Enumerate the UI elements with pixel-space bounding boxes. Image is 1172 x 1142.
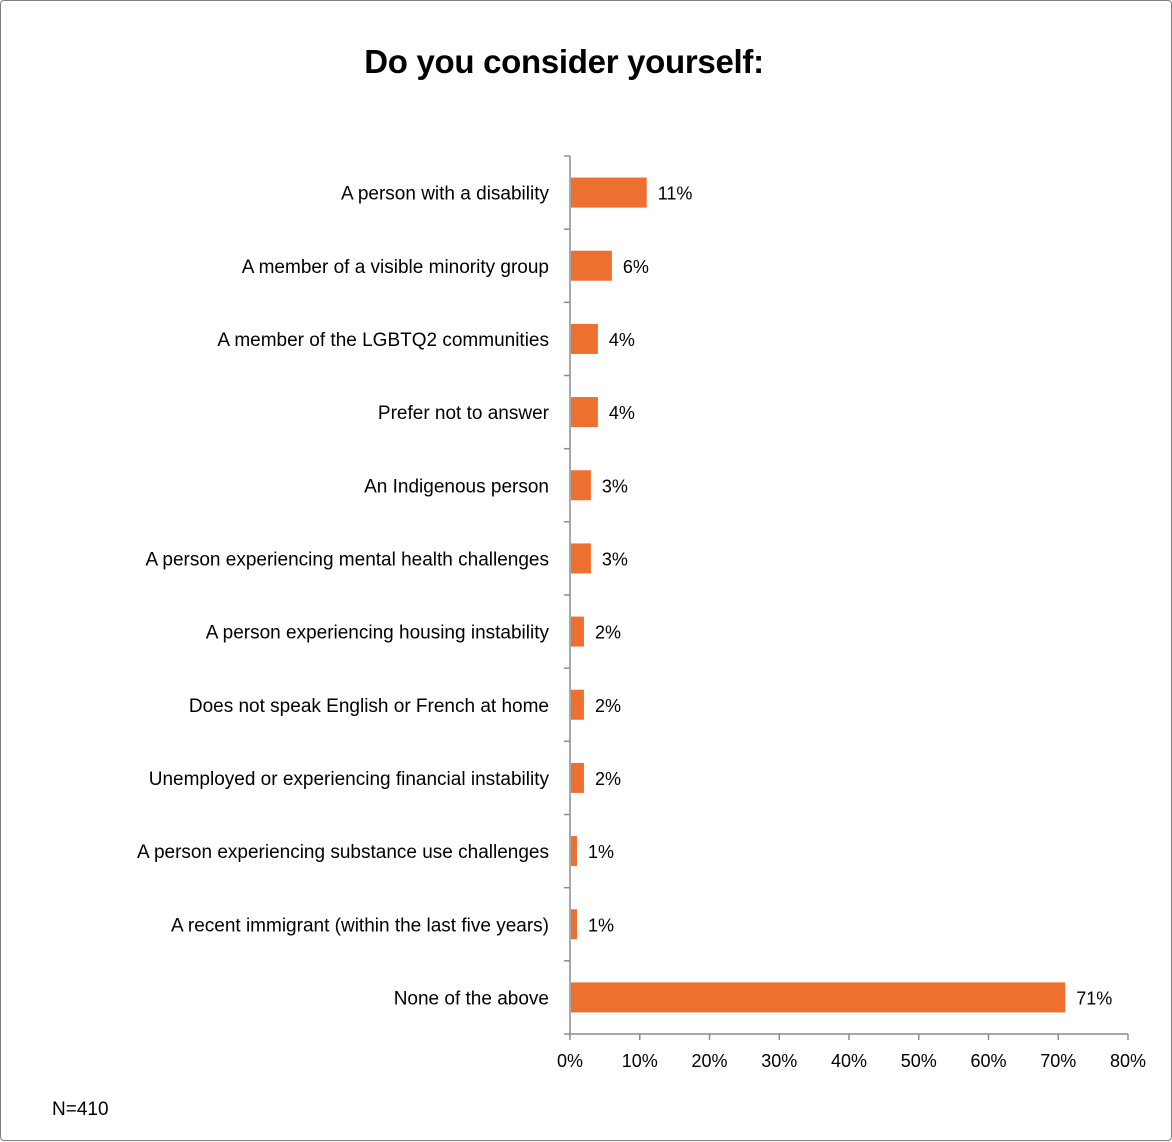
data-label: 2%: [595, 769, 621, 789]
category-label: A person experiencing substance use chal…: [137, 842, 549, 863]
bar: [571, 543, 591, 574]
bar: [571, 616, 584, 647]
category-label: A person experiencing mental health chal…: [146, 549, 550, 570]
category-label: Does not speak English or French at home: [189, 696, 549, 717]
x-tick-label: 20%: [691, 1051, 727, 1071]
bar: [571, 397, 598, 428]
category-label: Unemployed or experiencing financial ins…: [149, 769, 550, 790]
bar: [571, 982, 1066, 1013]
bar: [571, 250, 612, 281]
bar: [571, 909, 577, 940]
data-label: 71%: [1076, 988, 1112, 1008]
bar: [571, 689, 584, 720]
bar: [571, 323, 598, 354]
category-label: A member of the LGBTQ2 communities: [217, 330, 549, 351]
category-label: A person experiencing housing instabilit…: [206, 623, 550, 644]
bar: [571, 762, 584, 793]
data-label: 2%: [595, 623, 621, 643]
x-tick-label: 70%: [1040, 1051, 1076, 1071]
bar: [571, 836, 577, 867]
data-label: 4%: [609, 330, 635, 350]
x-tick-label: 60%: [970, 1051, 1006, 1071]
x-tick-label: 0%: [557, 1051, 583, 1071]
data-label: 3%: [602, 476, 628, 496]
category-label: An Indigenous person: [364, 476, 549, 497]
x-tick-label: 50%: [901, 1051, 937, 1071]
bar: [571, 470, 591, 501]
data-label: 6%: [623, 257, 649, 277]
chart-title: Do you consider yourself:: [364, 43, 764, 80]
category-label: None of the above: [394, 988, 549, 1009]
data-label: 1%: [588, 915, 614, 935]
bar: [571, 177, 647, 208]
data-label: 11%: [658, 184, 693, 204]
data-label: 4%: [609, 403, 635, 423]
data-label: 2%: [595, 696, 621, 716]
x-tick-label: 80%: [1110, 1051, 1146, 1071]
x-tick-label: 10%: [622, 1051, 658, 1071]
category-label: A recent immigrant (within the last five…: [171, 915, 549, 936]
data-label: 3%: [602, 549, 628, 569]
data-label: 1%: [588, 842, 614, 862]
sample-size-note: N=410: [52, 1099, 109, 1120]
x-tick-label: 30%: [761, 1051, 797, 1071]
x-tick-label: 40%: [831, 1051, 867, 1071]
category-label: Prefer not to answer: [378, 403, 550, 424]
category-label: A member of a visible minority group: [242, 257, 549, 278]
category-label: A person with a disability: [341, 184, 550, 205]
